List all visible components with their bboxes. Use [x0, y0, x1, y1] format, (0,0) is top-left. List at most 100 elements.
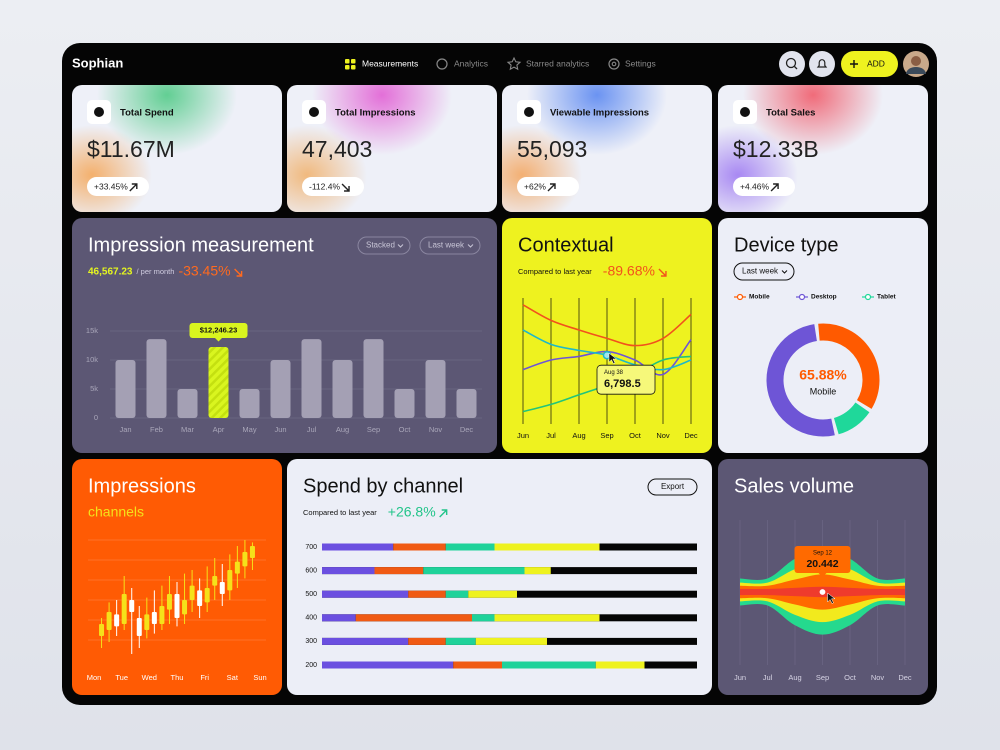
chart-title: Sales volume	[734, 475, 854, 497]
search-button[interactable]	[779, 51, 805, 77]
trend-arrow	[341, 183, 350, 192]
x-tick-label: Dec	[460, 425, 474, 434]
x-tick-label: May	[242, 425, 256, 434]
bar-segment	[502, 661, 596, 669]
kpi-value: 55,093	[517, 136, 587, 162]
nav-item[interactable]: Settings	[625, 58, 656, 68]
bar-segment	[408, 637, 446, 645]
bar-segment	[468, 590, 517, 598]
trend-arrow	[234, 268, 243, 277]
export-button-label[interactable]: Export	[661, 482, 685, 491]
bar-segment	[322, 567, 375, 575]
trend-arrow	[547, 183, 556, 192]
dropdown[interactable]	[357, 236, 411, 255]
center-label: Mobile	[810, 386, 837, 396]
kpi-icon	[524, 107, 534, 117]
cursor	[827, 592, 836, 604]
nav-item[interactable]: Analytics	[454, 58, 488, 68]
kpi-glow	[312, 85, 452, 155]
x-tick-label: Jun	[517, 431, 529, 440]
line	[522, 304, 692, 347]
kpi-glow	[743, 85, 883, 155]
kpi-glow	[718, 125, 798, 212]
brand: Sophian	[72, 55, 123, 70]
card	[287, 459, 712, 695]
kpi-change: +62%	[524, 181, 546, 191]
bar-segment	[524, 567, 551, 575]
bar	[270, 360, 291, 418]
row-label: 600	[305, 567, 317, 574]
candle-body	[249, 546, 255, 558]
x-tick-label: Fri	[200, 673, 209, 682]
candle-body	[197, 590, 203, 606]
kpi-title: Total Spend	[120, 108, 174, 119]
x-tick-label: Dec	[898, 673, 912, 682]
kpi-icon	[94, 107, 104, 117]
candle-body	[212, 576, 218, 586]
legend-swatch	[736, 293, 744, 301]
bar-segment	[472, 614, 495, 622]
x-tick-label: Jun	[274, 425, 286, 434]
bar-segment	[393, 543, 446, 551]
change: -89.68%	[603, 263, 655, 279]
bar-segment	[475, 637, 547, 645]
dropdown[interactable]	[733, 262, 795, 281]
bar-segment	[322, 543, 394, 551]
kpi-glow	[527, 85, 667, 155]
chart-subtitle: Compared to last year	[303, 508, 377, 517]
x-tick-label: Nov	[656, 431, 670, 440]
dropdown-label[interactable]: Stacked	[366, 241, 395, 250]
kpi-value: $11.67M	[87, 136, 175, 162]
kpi-icon	[740, 107, 750, 117]
donut-segment	[818, 323, 880, 409]
x-tick-label: Nov	[429, 425, 443, 434]
annotation-label: Aug 38	[604, 370, 624, 376]
dropdown-label[interactable]: Last week	[742, 267, 779, 276]
tooltip	[596, 364, 656, 395]
cursor	[608, 352, 618, 365]
dropdown[interactable]	[419, 236, 481, 255]
bar-segment	[423, 567, 525, 575]
value-label: $12,246.23	[200, 325, 238, 334]
legend-swatch	[864, 293, 872, 301]
candle-body	[159, 606, 165, 624]
dropdown-label[interactable]: Last week	[428, 241, 465, 250]
bar-segment	[322, 614, 356, 622]
add-button[interactable]	[841, 51, 898, 77]
avatar[interactable]	[903, 51, 929, 77]
notification-button[interactable]	[809, 51, 835, 77]
x-tick-label: Sep	[816, 673, 829, 682]
kpi-card	[718, 85, 928, 212]
chart-title: Impression measurement	[88, 234, 314, 256]
export-button[interactable]	[647, 478, 698, 496]
row-label: 200	[305, 662, 317, 669]
candle-body	[129, 600, 135, 612]
add-button-label[interactable]: ADD	[867, 58, 885, 68]
x-tick-label: Jul	[307, 425, 317, 434]
bar-segment	[322, 590, 409, 598]
bar-segment	[374, 567, 424, 575]
annotation-dot	[818, 587, 827, 597]
trend-arrow	[129, 183, 138, 192]
y-tick-label: 5k	[90, 384, 98, 393]
kpi-change: +33.45%	[94, 181, 128, 191]
bar	[146, 339, 167, 418]
bar	[301, 339, 322, 418]
kpi-title: Viewable Impressions	[550, 108, 649, 119]
nav-item[interactable]: Measurements	[362, 58, 418, 68]
bar	[394, 389, 415, 418]
candle-body	[114, 614, 120, 627]
x-tick-label: Aug	[336, 425, 349, 434]
legend-label: Desktop	[811, 294, 837, 301]
row-label: 300	[305, 638, 317, 645]
candle-body	[204, 588, 210, 603]
summary-unit: / per month	[137, 267, 175, 276]
kpi-glow	[72, 125, 152, 212]
x-tick-label: Wed	[142, 673, 157, 682]
kpi-title: Total Impressions	[335, 108, 416, 119]
x-tick-label: Sep	[367, 425, 380, 434]
nav-item[interactable]: Starred analytics	[526, 58, 589, 68]
bar	[208, 346, 229, 418]
